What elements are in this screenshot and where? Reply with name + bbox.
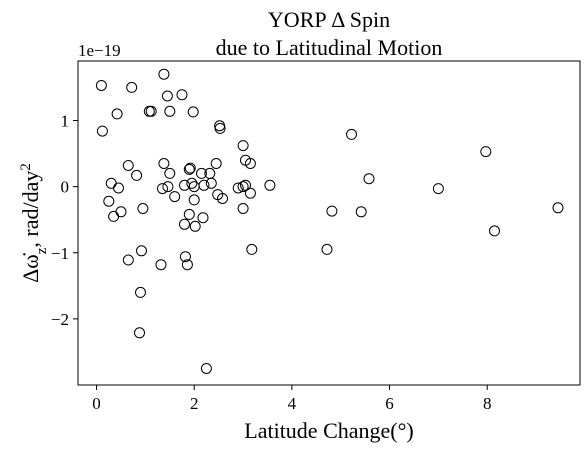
data-point bbox=[198, 179, 210, 191]
data-point bbox=[96, 125, 108, 137]
data-point bbox=[264, 179, 276, 191]
y-axis-label-unit: , rad/day bbox=[18, 171, 43, 248]
data-point bbox=[164, 105, 176, 117]
data-point bbox=[346, 128, 357, 140]
y-ticks: 1 0 −1 −2 bbox=[51, 112, 78, 329]
data-point bbox=[232, 182, 244, 194]
data-point bbox=[126, 81, 138, 93]
data-point bbox=[181, 259, 193, 271]
data-point bbox=[184, 162, 196, 174]
data-point bbox=[432, 183, 444, 195]
data-point bbox=[187, 106, 199, 118]
data-point bbox=[164, 167, 176, 179]
data-point bbox=[480, 146, 492, 158]
data-point bbox=[200, 363, 212, 374]
y-axis-label-sub: z bbox=[34, 247, 50, 254]
y-tick-label: −2 bbox=[51, 310, 69, 329]
data-point bbox=[355, 206, 367, 218]
x-tick-label: 2 bbox=[190, 394, 199, 413]
y-tick-label: −1 bbox=[51, 244, 69, 263]
data-point bbox=[158, 158, 170, 169]
data-point bbox=[246, 243, 258, 255]
data-point bbox=[197, 212, 209, 224]
y-tick-label: 0 bbox=[61, 178, 70, 197]
data-point bbox=[552, 202, 564, 214]
x-ticks: 0 2 4 6 8 bbox=[92, 385, 491, 413]
data-point bbox=[169, 191, 181, 203]
data-point bbox=[214, 122, 226, 134]
data-point bbox=[188, 181, 200, 193]
x-tick-label: 6 bbox=[385, 394, 394, 413]
data-point bbox=[122, 160, 134, 171]
data-point bbox=[240, 179, 251, 191]
y-tick-label: 1 bbox=[61, 112, 70, 131]
y-axis-label-main: Δω̇ bbox=[18, 252, 43, 283]
data-point bbox=[183, 208, 195, 220]
data-point bbox=[161, 90, 173, 102]
points-layer bbox=[95, 68, 564, 374]
data-point bbox=[157, 183, 168, 195]
chart-title: YORP Δ Spin bbox=[268, 7, 390, 32]
data-point bbox=[179, 251, 191, 263]
data-point bbox=[186, 177, 198, 189]
data-point bbox=[137, 203, 149, 214]
data-point bbox=[155, 259, 167, 271]
data-point bbox=[145, 105, 157, 117]
data-point bbox=[363, 173, 375, 185]
data-point bbox=[136, 245, 147, 257]
y-axis-label: Δω̇z, rad/day2 bbox=[18, 163, 50, 283]
data-point bbox=[103, 195, 115, 207]
data-point bbox=[158, 68, 170, 80]
data-point bbox=[244, 158, 256, 169]
data-point bbox=[237, 203, 249, 214]
y-axis-label-sup: 2 bbox=[18, 163, 34, 171]
data-point bbox=[115, 206, 127, 218]
data-point bbox=[183, 163, 195, 175]
data-point bbox=[244, 187, 256, 199]
data-point bbox=[321, 243, 333, 255]
x-tick-label: 8 bbox=[483, 394, 492, 413]
chart-subtitle: due to Latitudinal Motion bbox=[216, 35, 443, 60]
data-point bbox=[95, 80, 107, 91]
data-point bbox=[489, 225, 500, 237]
data-point bbox=[176, 89, 188, 101]
data-point bbox=[108, 210, 120, 222]
data-point bbox=[131, 169, 143, 181]
data-point bbox=[237, 181, 249, 193]
data-point bbox=[237, 140, 249, 152]
data-point bbox=[134, 327, 145, 339]
data-point bbox=[189, 220, 201, 232]
data-point bbox=[122, 254, 134, 266]
data-point bbox=[111, 108, 123, 120]
data-point bbox=[113, 182, 124, 194]
data-point bbox=[135, 286, 146, 298]
x-tick-label: 0 bbox=[92, 394, 101, 413]
data-point bbox=[196, 167, 207, 179]
data-point bbox=[179, 218, 190, 230]
data-point bbox=[179, 179, 190, 191]
data-point bbox=[212, 189, 224, 201]
data-point bbox=[105, 177, 117, 189]
data-point bbox=[205, 177, 217, 189]
plot-frame bbox=[77, 60, 581, 386]
data-point bbox=[210, 158, 222, 169]
x-axis-label: Latitude Change(°) bbox=[244, 418, 413, 443]
data-point bbox=[326, 205, 338, 217]
x-tick-label: 4 bbox=[288, 394, 297, 413]
data-point bbox=[188, 194, 200, 206]
data-point bbox=[162, 181, 174, 193]
y-offset-text: 1e−19 bbox=[78, 41, 121, 60]
